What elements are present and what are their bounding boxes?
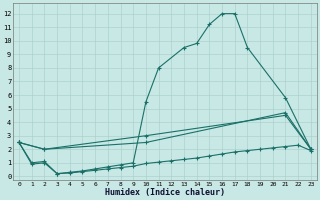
X-axis label: Humidex (Indice chaleur): Humidex (Indice chaleur): [105, 188, 225, 197]
